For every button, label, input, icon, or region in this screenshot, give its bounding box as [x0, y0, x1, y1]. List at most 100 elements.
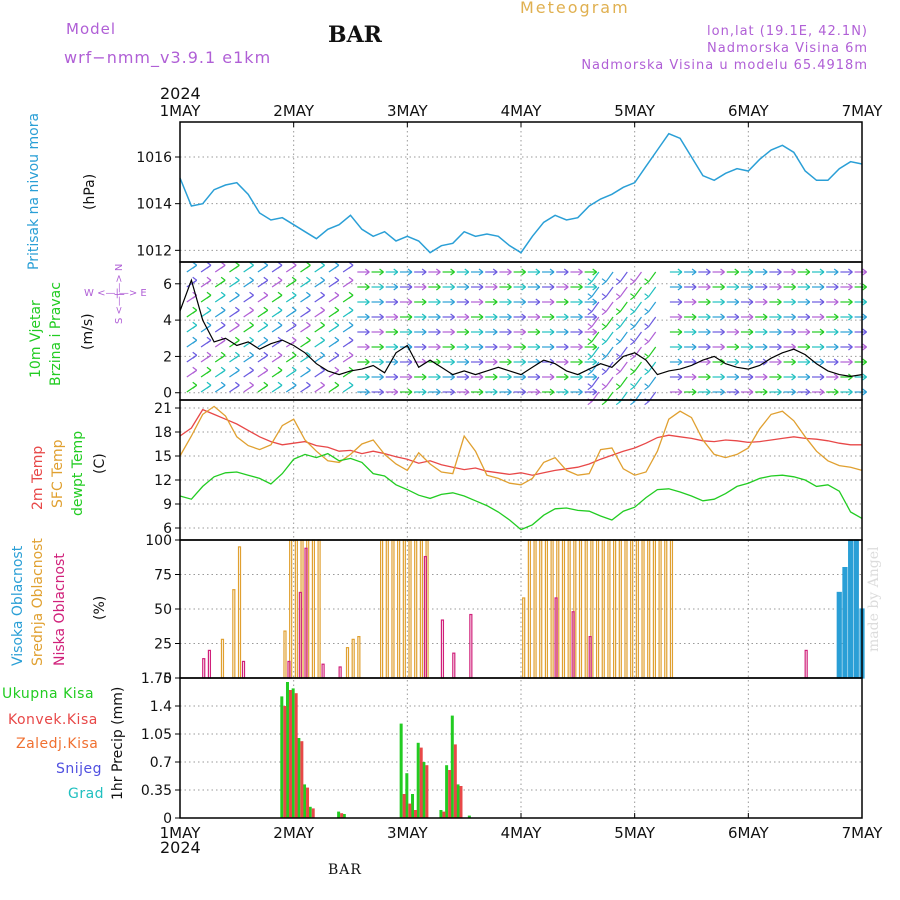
wind-arrow: [605, 376, 614, 388]
wind-arrow-head: [306, 321, 311, 329]
wind-arrow-head: [592, 313, 598, 321]
wind-arrow-head: [320, 381, 325, 389]
cloud-bar-niska-oblacnost: [338, 666, 342, 679]
wind-arrow-head: [220, 366, 226, 374]
wind-arrow-head: [393, 373, 399, 381]
wind-arrow-head: [249, 261, 254, 269]
wind-arrow-head: [521, 373, 526, 381]
wind-arrow-head: [492, 298, 498, 306]
wind-arrow-head: [587, 383, 593, 391]
wind-arrow-head: [563, 373, 569, 381]
wind-arrow-head: [549, 298, 555, 306]
precip-y-tick-label: 1.75: [141, 671, 172, 687]
cloud-y-tick-label: 75: [154, 568, 172, 584]
wind-arrow: [619, 331, 628, 343]
model-name: wrf−nmm_v3.9.1 e1km: [64, 48, 272, 67]
cloud-bar-niska-oblacnost: [287, 660, 291, 679]
wind-arrow-head: [521, 298, 526, 306]
cloud-bar-srednja-oblacnost: [397, 539, 401, 679]
wind-arrow-head: [320, 276, 325, 284]
wind-arrow-head: [464, 298, 470, 306]
wind-arrow-head: [691, 313, 697, 321]
wind-arrow: [591, 286, 600, 298]
wind-arrow-head: [206, 291, 212, 299]
precip-bar-konvek.kisa: [402, 794, 406, 818]
wind-arrow-head: [364, 328, 370, 336]
wind-arrow-head: [677, 343, 683, 351]
wind-arrow-head: [549, 388, 555, 396]
wind-arrow-head: [720, 268, 725, 276]
wind-arrow-head: [450, 298, 455, 306]
wind-arrow-head: [587, 353, 593, 361]
wind-arrow-head: [578, 358, 583, 366]
wind-arrow-head: [192, 306, 198, 314]
wind-arrow-head: [615, 383, 621, 391]
wind-arrow: [648, 331, 657, 343]
wind-arrow-head: [677, 268, 683, 276]
wind-arrow-head: [578, 298, 583, 306]
wind-arrow-head: [192, 261, 198, 269]
temp-series-sfc-temp: [179, 405, 863, 486]
wind-arrow-head: [234, 366, 240, 374]
wind-arrow-head: [436, 343, 441, 351]
wind-arrow-head: [734, 343, 740, 351]
x-tick-label-bottom: 3MAY: [387, 824, 429, 842]
wind-arrow-head: [277, 321, 283, 329]
wind-arrow-head: [464, 313, 470, 321]
wind-arrow-head: [379, 313, 384, 321]
wind-arrow-head: [615, 368, 621, 376]
precip-y-tick-label: 0.7: [150, 755, 172, 771]
wind-arrow-head: [507, 343, 512, 351]
wind-arrow-head: [862, 343, 867, 351]
wind-arrow-head: [507, 298, 512, 306]
wind-arrow-head: [734, 313, 740, 321]
wind-arrow-head: [464, 328, 470, 336]
legend-freezing-rain: Zaledj.Kisa: [16, 736, 99, 752]
precip-bar-konvek.kisa: [408, 803, 412, 818]
wind-arrow-head: [630, 383, 635, 391]
wind-arrow-head: [249, 306, 254, 314]
wind-arrow-head: [549, 358, 555, 366]
wind-arrow-head: [364, 388, 370, 396]
cloud-bar-niska-oblacnost: [321, 663, 325, 679]
wind-arrow-head: [464, 283, 470, 291]
x-tick-label-bottom: 5MAY: [614, 824, 656, 842]
wind-arrow-head: [630, 308, 635, 316]
wind-arrow-head: [407, 373, 413, 381]
cloud-bar-niska-oblacnost: [588, 635, 592, 679]
cloud-y-tick-label: 50: [154, 602, 172, 618]
wind-arrow-head: [507, 268, 512, 276]
wind-arrow-head: [492, 358, 498, 366]
cloud-bar-srednja-oblacnost: [402, 539, 406, 679]
wind-arrow-head: [291, 336, 297, 344]
wind-arrow-head: [592, 343, 598, 351]
wind-arrow-head: [563, 298, 569, 306]
wind-arrow-head: [320, 291, 325, 299]
wind-arrow-head: [705, 283, 711, 291]
wind-arrow-head: [549, 328, 555, 336]
wind-arrow-head: [805, 358, 811, 366]
wind-arrow-head: [748, 373, 754, 381]
wind-arrow-head: [578, 268, 583, 276]
wind-arrow-head: [748, 283, 754, 291]
wind-arrow-head: [587, 338, 593, 346]
wind-arrow-head: [819, 328, 825, 336]
wind-arrow-head: [601, 278, 607, 286]
cloud-bar-visoka-oblacnost: [842, 566, 848, 679]
wind-arrow-head: [263, 381, 269, 389]
wind-arrow-head: [777, 283, 782, 291]
cloud-bar-niska-oblacnost: [554, 597, 558, 679]
wind-arrow-head: [334, 366, 340, 374]
wind-arrow-head: [762, 283, 768, 291]
wind-arrow-head: [320, 336, 325, 344]
wind-arrow-head: [379, 358, 384, 366]
wind-arrow-head: [192, 321, 198, 329]
wind-arrow-head: [478, 298, 484, 306]
wind-y-tick-label: 2: [163, 349, 172, 365]
wind-arrow-head: [691, 283, 697, 291]
wind-arrow-head: [320, 351, 325, 359]
wind-arrow-head: [291, 306, 297, 314]
cloud-bar-srednja-oblacnost: [595, 539, 600, 679]
wind-arrow-head: [249, 366, 254, 374]
precip-bar-ukupna-kisa: [405, 773, 409, 818]
